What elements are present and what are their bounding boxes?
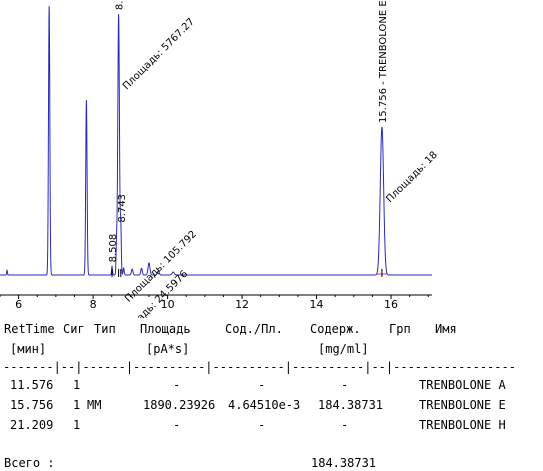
peak-label: 15.756 - TRENBOLONE E: [378, 0, 389, 123]
x-tick-label: 6: [15, 298, 22, 311]
x-axis: 6 8 10 12 14 16: [0, 294, 432, 311]
peak-markers: 8.508 8.685 8.743 15.756 - TRENBOLONE E Площ…: [108, 0, 440, 318]
peak-label: 8.743: [117, 194, 128, 223]
row-name: TRENBOLONE A: [419, 378, 506, 392]
chromatogram-trace: [0, 6, 432, 276]
unit-amount: [mg/ml]: [318, 342, 369, 356]
row-amount: -: [341, 378, 349, 392]
area-label: Площадь: 18: [384, 150, 440, 206]
results-table: RetTime Сиг Тип Площадь Сод./Пл. Содерж.…: [0, 318, 543, 471]
table-separator: -------|--|------|----------|----------|…: [3, 360, 516, 374]
row-signal: 1: [73, 398, 81, 412]
row-amount: 184.38731: [318, 398, 384, 412]
header-group: Грп: [389, 322, 411, 336]
row-type: MM: [87, 398, 102, 412]
x-tick-label: 12: [235, 298, 249, 311]
unit-area: [pA*s]: [146, 342, 190, 356]
header-amount: Содерж.: [310, 322, 361, 336]
row-amount-per-area: 4.64510e-3: [228, 398, 301, 412]
header-type: Тип: [94, 322, 116, 336]
row-area: 1890.23926: [143, 398, 216, 412]
row-rettime: 21.209: [10, 418, 54, 432]
area-label: Площадь: 5767.27: [121, 16, 197, 92]
header-amount-per-area: Сод./Пл.: [225, 322, 283, 336]
header-name: Имя: [435, 322, 457, 336]
peak-label: 8.508: [108, 234, 119, 263]
x-tick-label: 16: [384, 298, 398, 311]
row-signal: 1: [73, 418, 81, 432]
row-amount: -: [341, 418, 349, 432]
x-tick-label: 8: [90, 298, 97, 311]
x-tick-label: 10: [161, 298, 175, 311]
row-rettime: 15.756: [10, 398, 54, 412]
row-name: TRENBOLONE E: [419, 398, 506, 412]
total-label: Всего :: [4, 456, 55, 470]
row-amount-per-area: -: [258, 418, 266, 432]
header-rettime: RetTime: [4, 322, 55, 336]
row-amount-per-area: -: [258, 378, 266, 392]
row-name: TRENBOLONE H: [419, 418, 506, 432]
unit-rettime: [мин]: [10, 342, 47, 356]
total-value: 184.38731: [311, 456, 377, 470]
peak-label: 8.685: [115, 0, 126, 10]
x-tick-label: 14: [310, 298, 324, 311]
chromatogram-chart: 6 8 10 12 14 16 8.508 8.685 8.743 15.756 - TRENB…: [0, 0, 440, 318]
row-rettime: 11.576: [10, 378, 54, 392]
header-signal: Сиг: [63, 322, 85, 336]
row-area: -: [173, 418, 181, 432]
row-area: -: [173, 378, 181, 392]
header-area: Площадь: [140, 322, 191, 336]
row-signal: 1: [73, 378, 81, 392]
